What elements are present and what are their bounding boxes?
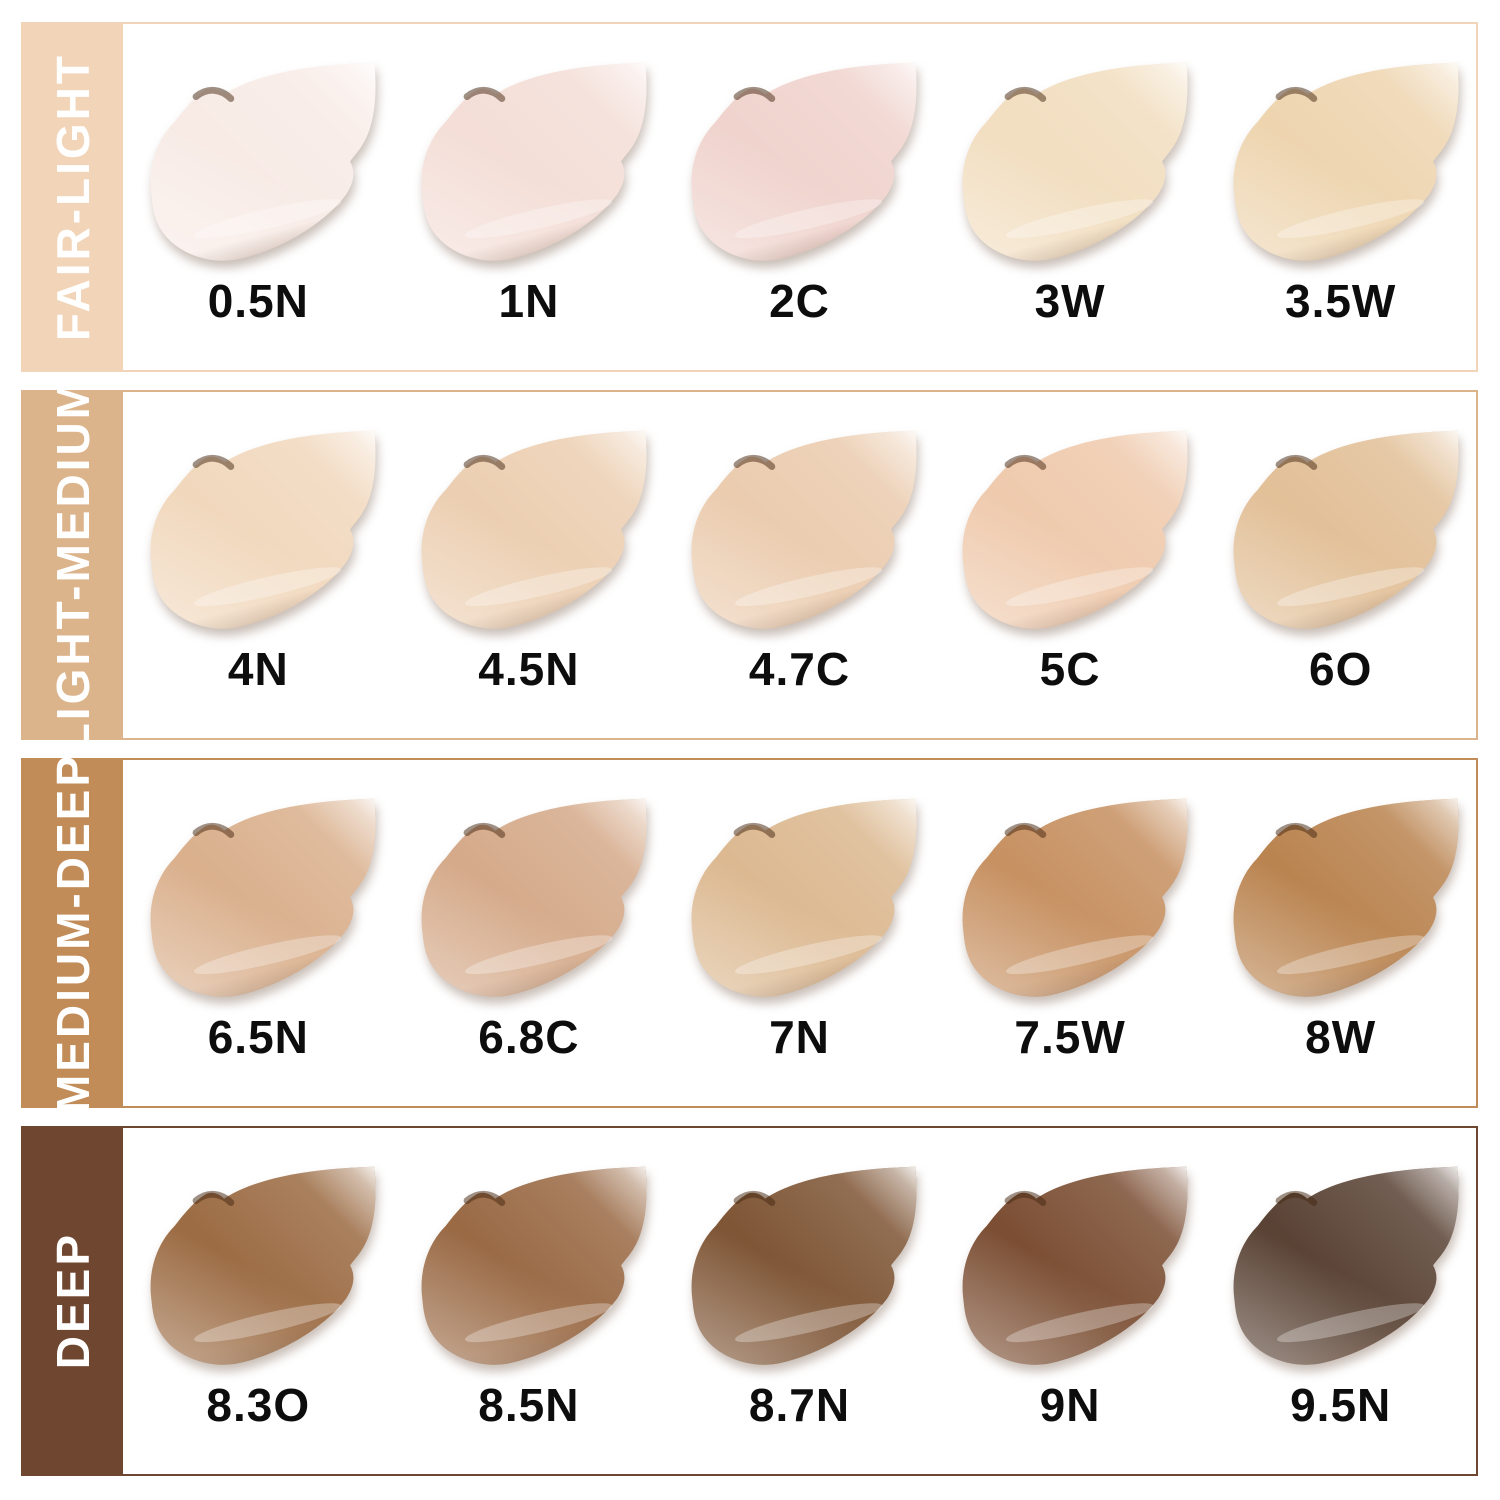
foundation-swatch [1215,1158,1467,1376]
swatch-cells: 4N 4.5N 4.7C 5C 6O [123,392,1476,738]
shade-cell: 1N [394,24,665,370]
category-label: DEEP [47,1232,99,1370]
foundation-swatch [403,422,655,640]
shade-label: 2C [769,275,830,327]
category-band: FAIR-LIGHT [23,24,123,370]
shade-cell: 8.3O [123,1128,394,1474]
shade-cell: 6O [1205,392,1476,738]
foundation-swatch [944,54,1196,272]
shade-row-medium-deep: MEDIUM-DEEP 6.5N 6.8C 7N 7.5W 8W [21,753,1478,1113]
shade-cell: 7.5W [935,760,1206,1106]
shade-cell: 0.5N [123,24,394,370]
shade-cell: 3W [935,24,1206,370]
shade-row-light-medium: LIGHT-MEDIUM 4N 4.5N 4.7C 5C 6O [21,378,1478,752]
foundation-swatch [944,422,1196,640]
foundation-swatch [1215,54,1467,272]
shade-cell: 8.5N [394,1128,665,1474]
shade-label: 9N [1039,1379,1101,1431]
shade-cell: 7N [664,760,935,1106]
shade-cell: 3.5W [1205,24,1476,370]
shade-label: 8W [1305,1011,1377,1063]
category-label: FAIR-LIGHT [47,52,99,342]
category-band: LIGHT-MEDIUM [23,378,123,752]
swatch-cells: 0.5N 1N 2C 3W 3.5W [123,24,1476,370]
foundation-swatch [1215,422,1467,640]
shade-cell: 9.5N [1205,1128,1476,1474]
shade-label: 6.5N [207,1011,309,1063]
shade-label: 8.5N [478,1379,580,1431]
shade-label: 5C [1039,643,1101,695]
foundation-swatch [944,790,1196,1008]
shade-label: 0.5N [207,275,309,327]
foundation-swatch [673,790,925,1008]
shade-row-fair-light: FAIR-LIGHT 0.5N 1N 2C 3W 3.5W [21,22,1478,372]
shade-label: 9.5N [1290,1379,1392,1431]
shade-cell: 2C [664,24,935,370]
shade-label: 8.3O [206,1379,311,1431]
foundation-swatch [403,790,655,1008]
shade-label: 6.8C [478,1011,580,1063]
shade-cell: 6.8C [394,760,665,1106]
shade-label: 1N [498,275,560,327]
shade-cell: 4.5N [394,392,665,738]
shade-cell: 5C [935,392,1206,738]
shade-label: 8.7N [748,1379,851,1431]
shade-label: 4.5N [478,643,580,695]
category-label: LIGHT-MEDIUM [47,378,99,752]
foundation-swatch [944,1158,1196,1376]
foundation-swatch [132,790,384,1008]
foundation-swatch [132,1158,384,1376]
foundation-swatch [132,422,384,640]
shade-cell: 4.7C [664,392,935,738]
shade-cell: 8W [1205,760,1476,1106]
shade-cell: 8.7N [664,1128,935,1474]
foundation-swatch [673,1158,925,1376]
shade-cell: 4N [123,392,394,738]
shade-label: 4.7C [748,643,851,695]
shade-cell: 6.5N [123,760,394,1106]
foundation-swatch [403,1158,655,1376]
category-band: DEEP [23,1128,123,1474]
shade-label: 4N [227,643,289,695]
shade-label: 7N [769,1011,830,1063]
shade-label: 7.5W [1014,1011,1126,1063]
shade-cell: 9N [935,1128,1206,1474]
shade-label: 6O [1308,643,1373,695]
shade-label: 3.5W [1284,275,1397,327]
foundation-swatch [403,54,655,272]
foundation-swatch [1215,790,1467,1008]
foundation-swatch [673,422,925,640]
category-label: MEDIUM-DEEP [47,752,99,1114]
foundation-swatch [673,54,925,272]
shade-row-deep: DEEP 8.3O 8.5N 8.7N 9N 9.5N [21,1126,1478,1476]
foundation-swatch [132,54,384,272]
shade-label: 3W [1034,275,1106,327]
swatch-cells: 8.3O 8.5N 8.7N 9N 9.5N [123,1128,1476,1474]
swatch-cells: 6.5N 6.8C 7N 7.5W 8W [123,760,1476,1106]
category-band: MEDIUM-DEEP [23,753,123,1113]
